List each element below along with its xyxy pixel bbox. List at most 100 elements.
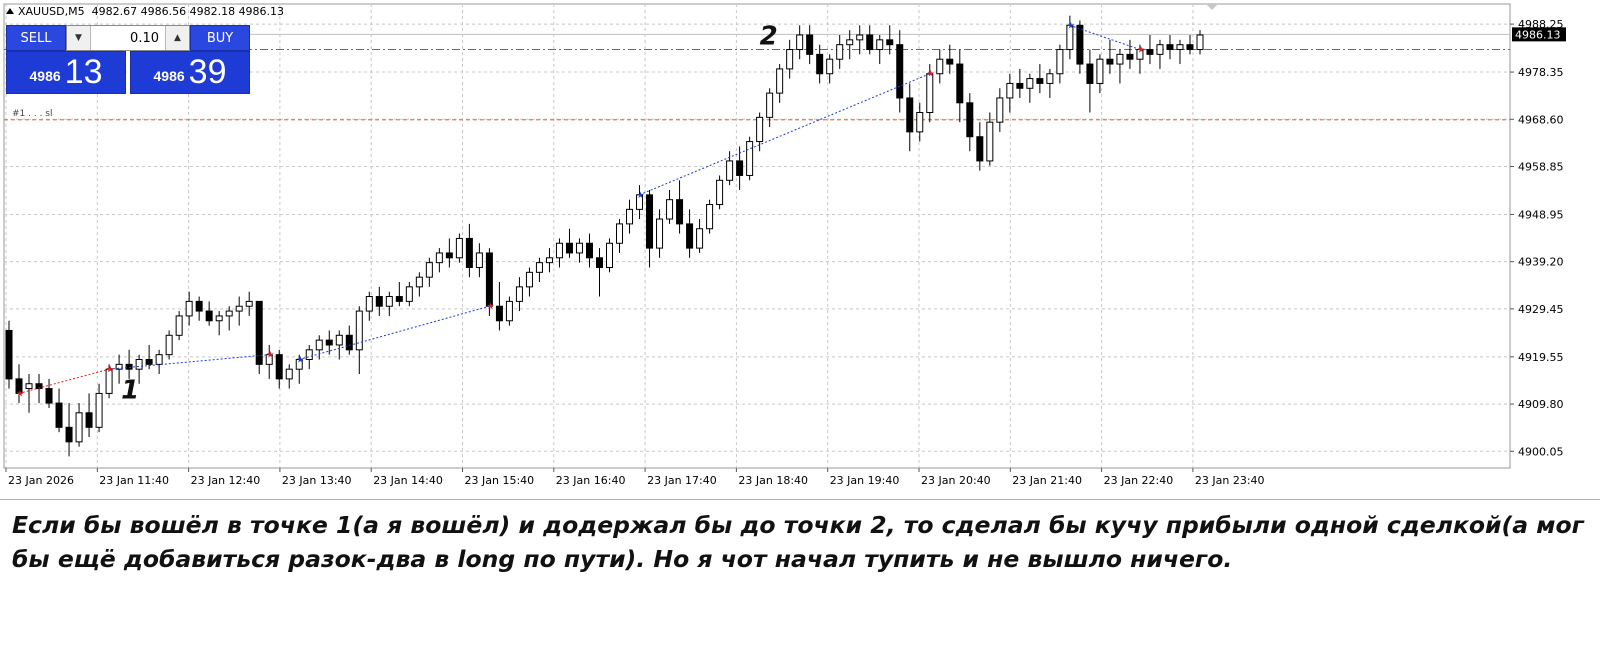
candle-bullish <box>545 257 553 264</box>
candle-bearish <box>465 237 473 268</box>
candle-bullish <box>305 349 313 361</box>
x-tick-label: 23 Jan 19:40 <box>830 474 900 487</box>
buy-button[interactable]: BUY <box>190 25 250 51</box>
candle-bearish <box>1086 63 1094 84</box>
candle-bearish <box>585 242 593 259</box>
candle-bullish <box>95 392 103 428</box>
symbol-header: XAUUSD,M5 4982.67 4986.56 4982.18 4986.1… <box>6 5 284 18</box>
candle-bearish <box>1186 44 1194 51</box>
order-label: #1 . . . sl <box>12 109 52 119</box>
candle-bullish <box>756 116 764 143</box>
candle-bearish <box>686 223 694 249</box>
candle-bullish <box>475 252 483 268</box>
candle-bullish <box>75 412 83 443</box>
chart-area[interactable]: 4988.25 4978.35 4968.60 4958.85 4948.95 4939.… <box>0 0 1600 500</box>
candlestick-chart[interactable]: 4988.254978.354968.604958.854948.954939.… <box>0 0 1600 500</box>
candle-bullish <box>335 334 343 346</box>
trade-entry-marker: ★ <box>106 365 114 375</box>
candle-bullish <box>175 315 183 336</box>
trade-entry-marker: ★ <box>296 356 304 366</box>
collapse-triangle-icon[interactable] <box>6 8 14 14</box>
x-tick-label: 23 Jan 21:40 <box>1012 474 1082 487</box>
trade-entry-marker: ★ <box>1067 21 1075 31</box>
x-tick-label: 23 Jan 11:40 <box>99 474 169 487</box>
buy-price-button[interactable]: 4986 39 <box>130 51 250 94</box>
candle-bullish <box>716 179 724 206</box>
candle-bearish <box>85 412 93 428</box>
y-tick-label: 4909.80 <box>1518 398 1564 411</box>
sell-button[interactable]: SELL <box>6 25 66 51</box>
x-tick-label: 23 Jan 15:40 <box>465 474 535 487</box>
candle-bullish <box>836 44 844 60</box>
lot-decrease-icon[interactable]: ▼ <box>67 26 91 50</box>
candle-bearish <box>646 194 654 249</box>
candle-bearish <box>1076 24 1084 65</box>
y-tick-label: 4978.35 <box>1518 66 1564 79</box>
x-tick-label: 23 Jan 2026 <box>8 474 74 487</box>
candle-bearish <box>275 354 283 380</box>
candle-bullish <box>235 305 243 312</box>
x-tick-label: 23 Jan 18:40 <box>738 474 808 487</box>
plot-border <box>3 3 1511 469</box>
candle-bearish <box>445 252 453 259</box>
candle-bullish <box>575 242 583 254</box>
candle-bearish <box>1166 44 1174 51</box>
candle-bullish <box>1196 34 1204 51</box>
candle-bullish <box>876 39 884 51</box>
candle-bullish <box>1096 58 1104 84</box>
candle-bullish <box>185 300 193 317</box>
candle-bearish <box>806 34 814 55</box>
candle-bullish <box>606 242 614 268</box>
x-tick-label: 23 Jan 17:40 <box>647 474 717 487</box>
sell-price-button[interactable]: 4986 13 <box>6 51 126 94</box>
current-price-label: 4986.13 <box>1515 28 1561 41</box>
lot-value[interactable]: 0.10 <box>130 30 159 46</box>
candle-bearish <box>816 53 824 75</box>
candle-bearish <box>976 136 984 162</box>
candle-bullish <box>25 383 33 390</box>
candle-bullish <box>926 73 934 113</box>
candle-bullish <box>726 160 734 181</box>
candle-bearish <box>325 339 333 346</box>
candle-bearish <box>1126 53 1134 60</box>
candle-bullish <box>555 242 563 259</box>
candle-bearish <box>35 383 43 390</box>
candle-bullish <box>425 262 433 278</box>
candle-bearish <box>65 426 73 443</box>
trade-link-line <box>18 368 110 394</box>
candle-bearish <box>886 39 894 46</box>
candle-bearish <box>375 296 383 307</box>
y-tick-label: 4968.60 <box>1518 113 1564 126</box>
candle-bearish <box>1146 49 1154 55</box>
candle-bearish <box>395 296 403 302</box>
candle-bearish <box>1016 82 1024 89</box>
buy-price-small: 4986 <box>153 68 185 84</box>
symbol-label: XAUUSD,M5 <box>18 5 85 18</box>
candle-bullish <box>796 34 804 51</box>
candle-bearish <box>495 305 503 322</box>
y-tick-label: 4939.20 <box>1518 256 1564 269</box>
candle-bullish <box>215 315 223 322</box>
chart-shift-icon <box>1206 4 1218 10</box>
candle-bullish <box>746 141 754 176</box>
candle-bullish <box>1176 44 1184 51</box>
candle-bullish <box>365 296 373 312</box>
candle-bullish <box>415 276 423 288</box>
candle-bullish <box>1056 49 1064 75</box>
lot-increase-icon[interactable]: ▲ <box>165 26 189 50</box>
lot-size-field[interactable]: ▼ 0.10 ▲ <box>66 25 190 51</box>
candle-bullish <box>405 286 413 302</box>
candle-bullish <box>155 354 163 365</box>
x-tick-label: 23 Jan 16:40 <box>556 474 626 487</box>
candle-bullish <box>706 204 714 230</box>
annotation-point-2: 2 <box>760 22 778 52</box>
trade-entry-marker: ★ <box>637 191 645 201</box>
x-tick-label: 23 Jan 20:40 <box>921 474 991 487</box>
trade-entry-marker: ★ <box>16 389 24 399</box>
trade-link-line <box>109 354 270 370</box>
candle-bullish <box>355 310 363 351</box>
candle-bullish <box>696 228 704 249</box>
x-tick-label: 23 Jan 13:40 <box>282 474 352 487</box>
candle-bullish <box>626 208 634 225</box>
x-tick-label: 23 Jan 23:40 <box>1195 474 1265 487</box>
